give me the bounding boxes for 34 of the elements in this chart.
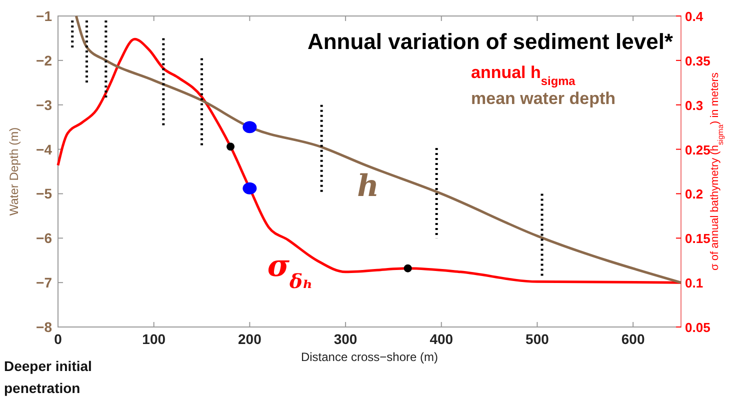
text: mean water depth xyxy=(471,89,616,108)
y2-tick-label: 0.35 xyxy=(685,53,710,68)
y2-tick-label: 0.25 xyxy=(685,142,710,158)
y-tick-label: −5 xyxy=(36,186,52,202)
x-tick-label: 0 xyxy=(54,331,62,347)
y2-tick-label: 0.2 xyxy=(685,186,704,202)
point xyxy=(226,142,235,151)
x-tick-label: 100 xyxy=(142,331,166,347)
text: Annual variation of sediment level* xyxy=(307,29,674,54)
x-tick-label: 400 xyxy=(430,331,454,347)
y-tick-label: −2 xyxy=(36,52,52,68)
y2-tick-label: 0.4 xyxy=(685,9,704,24)
text: Deeper initial penetration xyxy=(4,358,92,396)
y-tick-label: −7 xyxy=(36,274,52,291)
y-axis-title: Water Depth (m) xyxy=(7,127,21,216)
y-tick-label: −1 xyxy=(36,8,52,24)
y-tick-label: −8 xyxy=(36,319,52,335)
y-tick-label: −4 xyxy=(36,141,52,158)
x-tick-label: 300 xyxy=(334,331,358,347)
x-tick-label: 600 xyxy=(621,331,645,347)
y-tick-label: −3 xyxy=(36,96,52,113)
y-tick-label: −6 xyxy=(36,230,52,246)
text: annual h$_{sigma}$ xyxy=(471,63,576,88)
x-tick-label: 200 xyxy=(238,331,262,347)
annotation: h xyxy=(357,169,379,204)
y2-tick-label: 0.15 xyxy=(685,231,710,246)
point xyxy=(242,182,257,194)
y2-tick-label: 0.1 xyxy=(685,276,704,291)
x-axis-title: Distance cross−shore (m) xyxy=(300,350,438,364)
x-tick-label: 500 xyxy=(526,331,550,347)
y2-tick-label: 0.3 xyxy=(685,98,704,113)
annotation: σ$_{δₕ}$ xyxy=(267,249,313,292)
y2-tick-label: 0.05 xyxy=(685,320,710,335)
point xyxy=(404,264,412,272)
